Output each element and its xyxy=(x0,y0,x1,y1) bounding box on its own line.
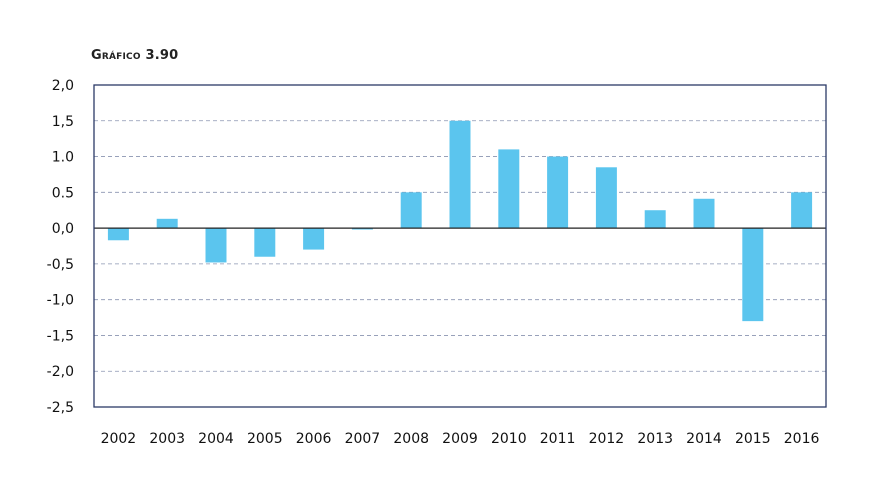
y-tick-label: 0.5 xyxy=(52,185,74,201)
y-tick-label: -1,0 xyxy=(47,293,74,309)
bar-2004 xyxy=(205,228,227,263)
bar-2011 xyxy=(547,156,569,229)
x-axis-ticks: 2002 2003 2004 2005 2006 2007 2008 2009 2010 2011… xyxy=(101,431,820,447)
bar-2010 xyxy=(498,149,520,229)
bar-2012 xyxy=(595,167,617,229)
y-tick-label: -0,5 xyxy=(47,257,74,273)
bar-2016 xyxy=(791,192,813,229)
x-tick-label: 2009 xyxy=(442,431,478,447)
y-tick-label: 1.0 xyxy=(52,150,74,166)
y-tick-label: 0,0 xyxy=(52,221,74,237)
bar-2008 xyxy=(400,192,422,229)
chart-title: Gráfico 3.90 xyxy=(91,48,179,63)
x-tick-label: 2003 xyxy=(149,431,185,447)
bar-2002 xyxy=(107,228,129,241)
x-tick-label: 2012 xyxy=(589,431,625,447)
y-tick-label: -1,5 xyxy=(47,328,74,344)
x-tick-label: 2013 xyxy=(637,431,673,447)
x-tick-label: 2011 xyxy=(540,431,576,447)
x-tick-label: 2007 xyxy=(345,431,381,447)
x-tick-label: 2010 xyxy=(491,431,527,447)
x-tick-label: 2002 xyxy=(101,431,137,447)
bar-2005 xyxy=(254,228,276,257)
y-tick-label: -2,5 xyxy=(47,400,74,416)
bar-2014 xyxy=(693,198,715,229)
x-tick-label: 2014 xyxy=(686,431,722,447)
y-tick-label: 1,5 xyxy=(52,114,74,130)
bar-2015 xyxy=(742,228,764,322)
y-tick-label: 2,0 xyxy=(52,78,74,94)
x-tick-label: 2008 xyxy=(393,431,429,447)
bar-2009 xyxy=(449,120,471,229)
x-tick-label: 2006 xyxy=(296,431,332,447)
x-tick-label: 2004 xyxy=(198,431,234,447)
plot-frame xyxy=(93,84,827,408)
bar-2003 xyxy=(156,218,178,229)
y-axis-ticks: 2,0 1,5 1.0 0.5 0,0 -0,5 -1,0 -1,5 -2,0 -2,5 xyxy=(47,78,74,416)
x-tick-label: 2015 xyxy=(735,431,771,447)
y-tick-label: -2,0 xyxy=(47,364,74,380)
bar-2006 xyxy=(303,228,325,250)
x-tick-label: 2005 xyxy=(247,431,283,447)
x-tick-label: 2016 xyxy=(784,431,820,447)
bar-2013 xyxy=(644,210,666,229)
bar-2007 xyxy=(351,228,373,230)
bars xyxy=(107,120,813,322)
